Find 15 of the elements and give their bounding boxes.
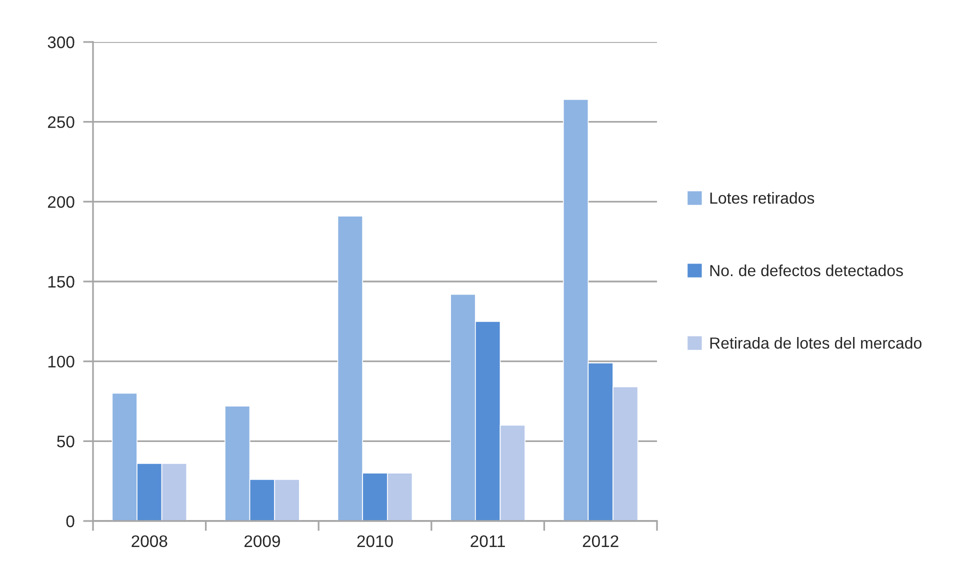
y-tick-label: 250: [48, 116, 74, 128]
y-tick-label: 300: [48, 36, 74, 48]
legend-label: Retirada de lotes del mercado: [710, 336, 922, 349]
legend-label: Lotes retirados: [710, 192, 814, 204]
y-tick-label: 100: [48, 356, 74, 368]
y-tick-label: 150: [48, 276, 74, 288]
y-tick-label: 200: [48, 196, 74, 208]
x-tick-label: 2012: [582, 535, 618, 548]
legend-label: No. de defectos detectados: [710, 264, 903, 276]
y-tick-label: 0: [66, 515, 74, 528]
x-tick-label: 2009: [244, 535, 280, 548]
x-tick-label: 2011: [470, 535, 505, 548]
y-tick-label: 50: [57, 436, 74, 448]
x-tick-label: 2008: [132, 535, 168, 548]
x-tick-label: 2010: [357, 535, 393, 548]
